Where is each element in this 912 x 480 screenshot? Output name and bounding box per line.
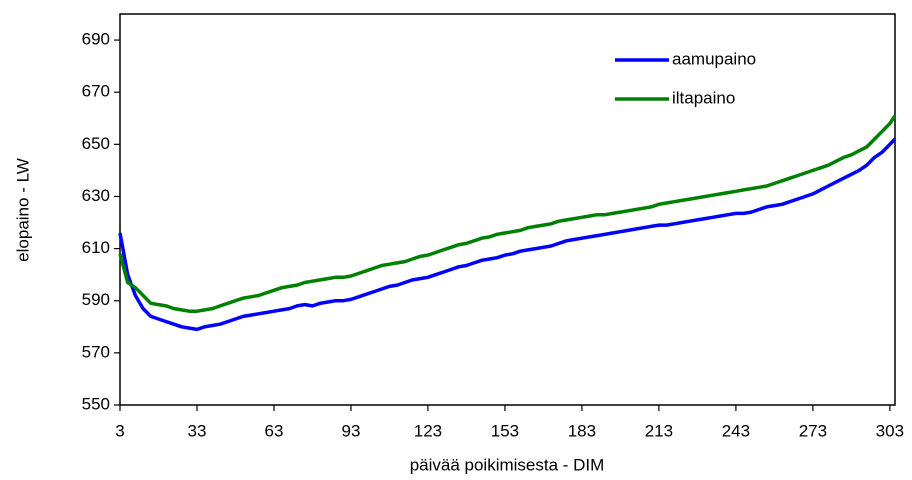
y-axis-label: elopaino - LW	[13, 158, 32, 262]
x-tick-label: 243	[722, 421, 750, 440]
x-tick-label: 153	[491, 421, 519, 440]
y-tick-label: 550	[82, 394, 110, 413]
x-tick-label: 273	[799, 421, 827, 440]
plot-frame	[119, 13, 896, 406]
x-tick-label: 3	[115, 421, 124, 440]
y-tick-label: 590	[82, 290, 110, 309]
y-tick-label: 650	[82, 134, 110, 153]
y-tick-label: 570	[82, 342, 110, 361]
legend-label: aamupaino	[672, 49, 756, 68]
y-tick-label: 690	[82, 30, 110, 49]
series-line	[118, 137, 897, 332]
x-tick-label: 213	[645, 421, 673, 440]
y-tick-label: 610	[82, 238, 110, 257]
series-line	[118, 114, 897, 313]
x-tick-label: 63	[265, 421, 284, 440]
legend-label: iltapaino	[672, 88, 735, 107]
x-tick-label: 303	[876, 421, 904, 440]
x-tick-label: 123	[414, 421, 442, 440]
x-tick-label: 33	[188, 421, 207, 440]
x-tick-label: 183	[568, 421, 596, 440]
x-tick-label: 93	[341, 421, 360, 440]
y-tick-label: 630	[82, 186, 110, 205]
y-tick-label: 670	[82, 82, 110, 101]
x-axis-label: päivää poikimisesta - DIM	[410, 455, 605, 474]
